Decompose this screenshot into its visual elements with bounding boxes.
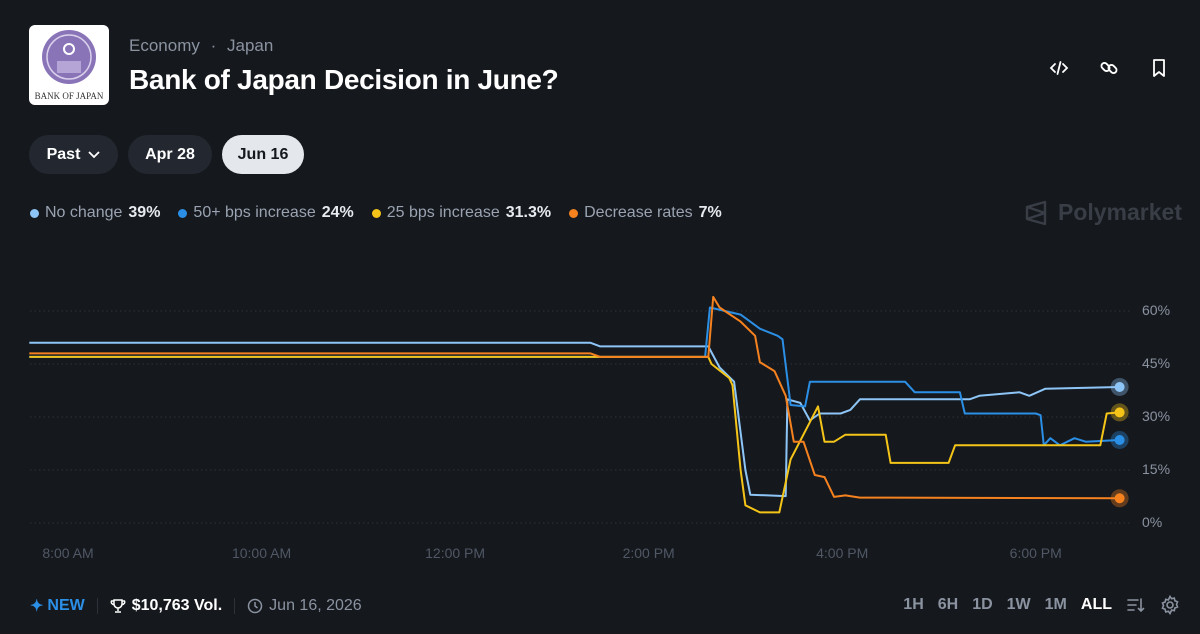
- past-dropdown[interactable]: Past: [29, 135, 118, 174]
- sort-icon[interactable]: [1126, 595, 1146, 615]
- x-tick-label: 6:00 PM: [1009, 545, 1062, 561]
- range-1m[interactable]: 1M: [1044, 596, 1067, 613]
- tab-apr-28[interactable]: Apr 28: [128, 135, 212, 174]
- legend-dot: [569, 208, 579, 218]
- legend-label: No change: [45, 204, 123, 221]
- volume: $10,763 Vol.: [110, 597, 222, 615]
- endpoint-dot: [1114, 493, 1125, 504]
- link-icon: [1100, 62, 1118, 74]
- endpoint-dot: [1114, 407, 1125, 418]
- embed-button[interactable]: [1046, 55, 1072, 81]
- y-tick-label: 60%: [1142, 302, 1171, 319]
- legend-value: 39%: [128, 204, 161, 221]
- page-title: Bank of Japan Decision in June?: [129, 64, 559, 95]
- polymarket-logo-icon: [1025, 200, 1047, 225]
- brand-name: Polymarket: [1057, 199, 1182, 225]
- series-line-decrease-rates: [29, 295, 1120, 500]
- subcategory-link[interactable]: Japan: [227, 36, 274, 55]
- polymarket-watermark: Polymarket: [1024, 199, 1182, 226]
- legend-dot: [30, 208, 39, 218]
- legend-label: Decrease rates: [584, 204, 693, 221]
- x-tick-label: 4:00 PM: [816, 545, 869, 561]
- series-line-50-bps-increase: [29, 306, 1120, 447]
- y-tick-label: 15%: [1142, 461, 1171, 477]
- end-date: Jun 16, 2026: [247, 597, 362, 615]
- legend-item-50-bps: 50+ bps increase 24%: [178, 204, 354, 222]
- new-badge: ✦ NEW: [30, 596, 85, 616]
- breadcrumb: Economy · Japan: [129, 36, 273, 56]
- breadcrumb-separator: ·: [210, 36, 217, 55]
- x-tick-label: 2:00 PM: [622, 545, 675, 561]
- bank-of-japan-logo: BANK OF JAPAN: [29, 25, 109, 105]
- x-tick-label: 8:00 AM: [42, 545, 94, 561]
- endpoint-dot: [1114, 381, 1125, 392]
- end-date-value: Jun 16, 2026: [269, 597, 362, 614]
- chevron-down-icon: [88, 150, 101, 158]
- past-label: Past: [46, 145, 81, 163]
- legend-dot: [371, 208, 381, 218]
- x-tick-label: 12:00 PM: [425, 545, 486, 561]
- y-tick-label: 45%: [1142, 355, 1171, 371]
- legend-label: 25 bps increase: [386, 204, 500, 221]
- legend-item-25-bps: 25 bps increase 31.3%: [371, 204, 552, 222]
- range-1d[interactable]: 1D: [972, 596, 993, 613]
- divider: [96, 598, 98, 614]
- legend-item-decrease: Decrease rates 7%: [569, 204, 722, 222]
- time-range-selector: 1H 6H 1D 1W 1M ALL: [903, 595, 1180, 615]
- category-link[interactable]: Economy: [129, 36, 200, 55]
- legend-dot: [178, 208, 188, 218]
- legend-label: 50+ bps increase: [193, 204, 316, 221]
- legend-item-no-change: No change 39%: [30, 204, 160, 222]
- x-tick-label: 10:00 AM: [231, 545, 292, 561]
- series-line-no-change: [29, 341, 1120, 498]
- volume-value: $10,763 Vol.: [131, 597, 223, 614]
- range-all[interactable]: ALL: [1080, 596, 1112, 613]
- clock-icon: [247, 598, 263, 614]
- new-label: NEW: [47, 597, 85, 614]
- y-tick-label: 0%: [1142, 514, 1163, 530]
- bookmark-icon: [1153, 59, 1165, 77]
- sparkle-icon: ✦: [30, 598, 44, 615]
- legend-value: 31.3%: [505, 204, 552, 221]
- settings-gear-icon[interactable]: [1160, 595, 1180, 615]
- endpoint-dot: [1114, 434, 1125, 445]
- series-line-25-bps-increase: [29, 355, 1120, 514]
- copy-link-button[interactable]: [1096, 55, 1122, 81]
- trophy-icon: [110, 599, 126, 613]
- bookmark-button[interactable]: [1146, 55, 1172, 81]
- legend-value: 7%: [698, 204, 722, 221]
- code-icon: [1049, 61, 1069, 75]
- market-footer: ✦ NEW $10,763 Vol. Jun 16, 2026: [30, 596, 362, 616]
- y-tick-label: 30%: [1142, 408, 1171, 424]
- range-1h[interactable]: 1H: [903, 596, 924, 613]
- divider: [234, 598, 236, 614]
- header-actions: [1046, 55, 1172, 81]
- svg-text:BANK OF JAPAN: BANK OF JAPAN: [35, 91, 104, 101]
- legend-value: 24%: [321, 204, 354, 221]
- range-6h[interactable]: 6H: [937, 596, 959, 613]
- tab-jun-16[interactable]: Jun 16: [222, 135, 304, 174]
- range-1w[interactable]: 1W: [1006, 596, 1031, 613]
- chart-legend: No change 39% 50+ bps increase 24% 25 bps …: [30, 204, 722, 222]
